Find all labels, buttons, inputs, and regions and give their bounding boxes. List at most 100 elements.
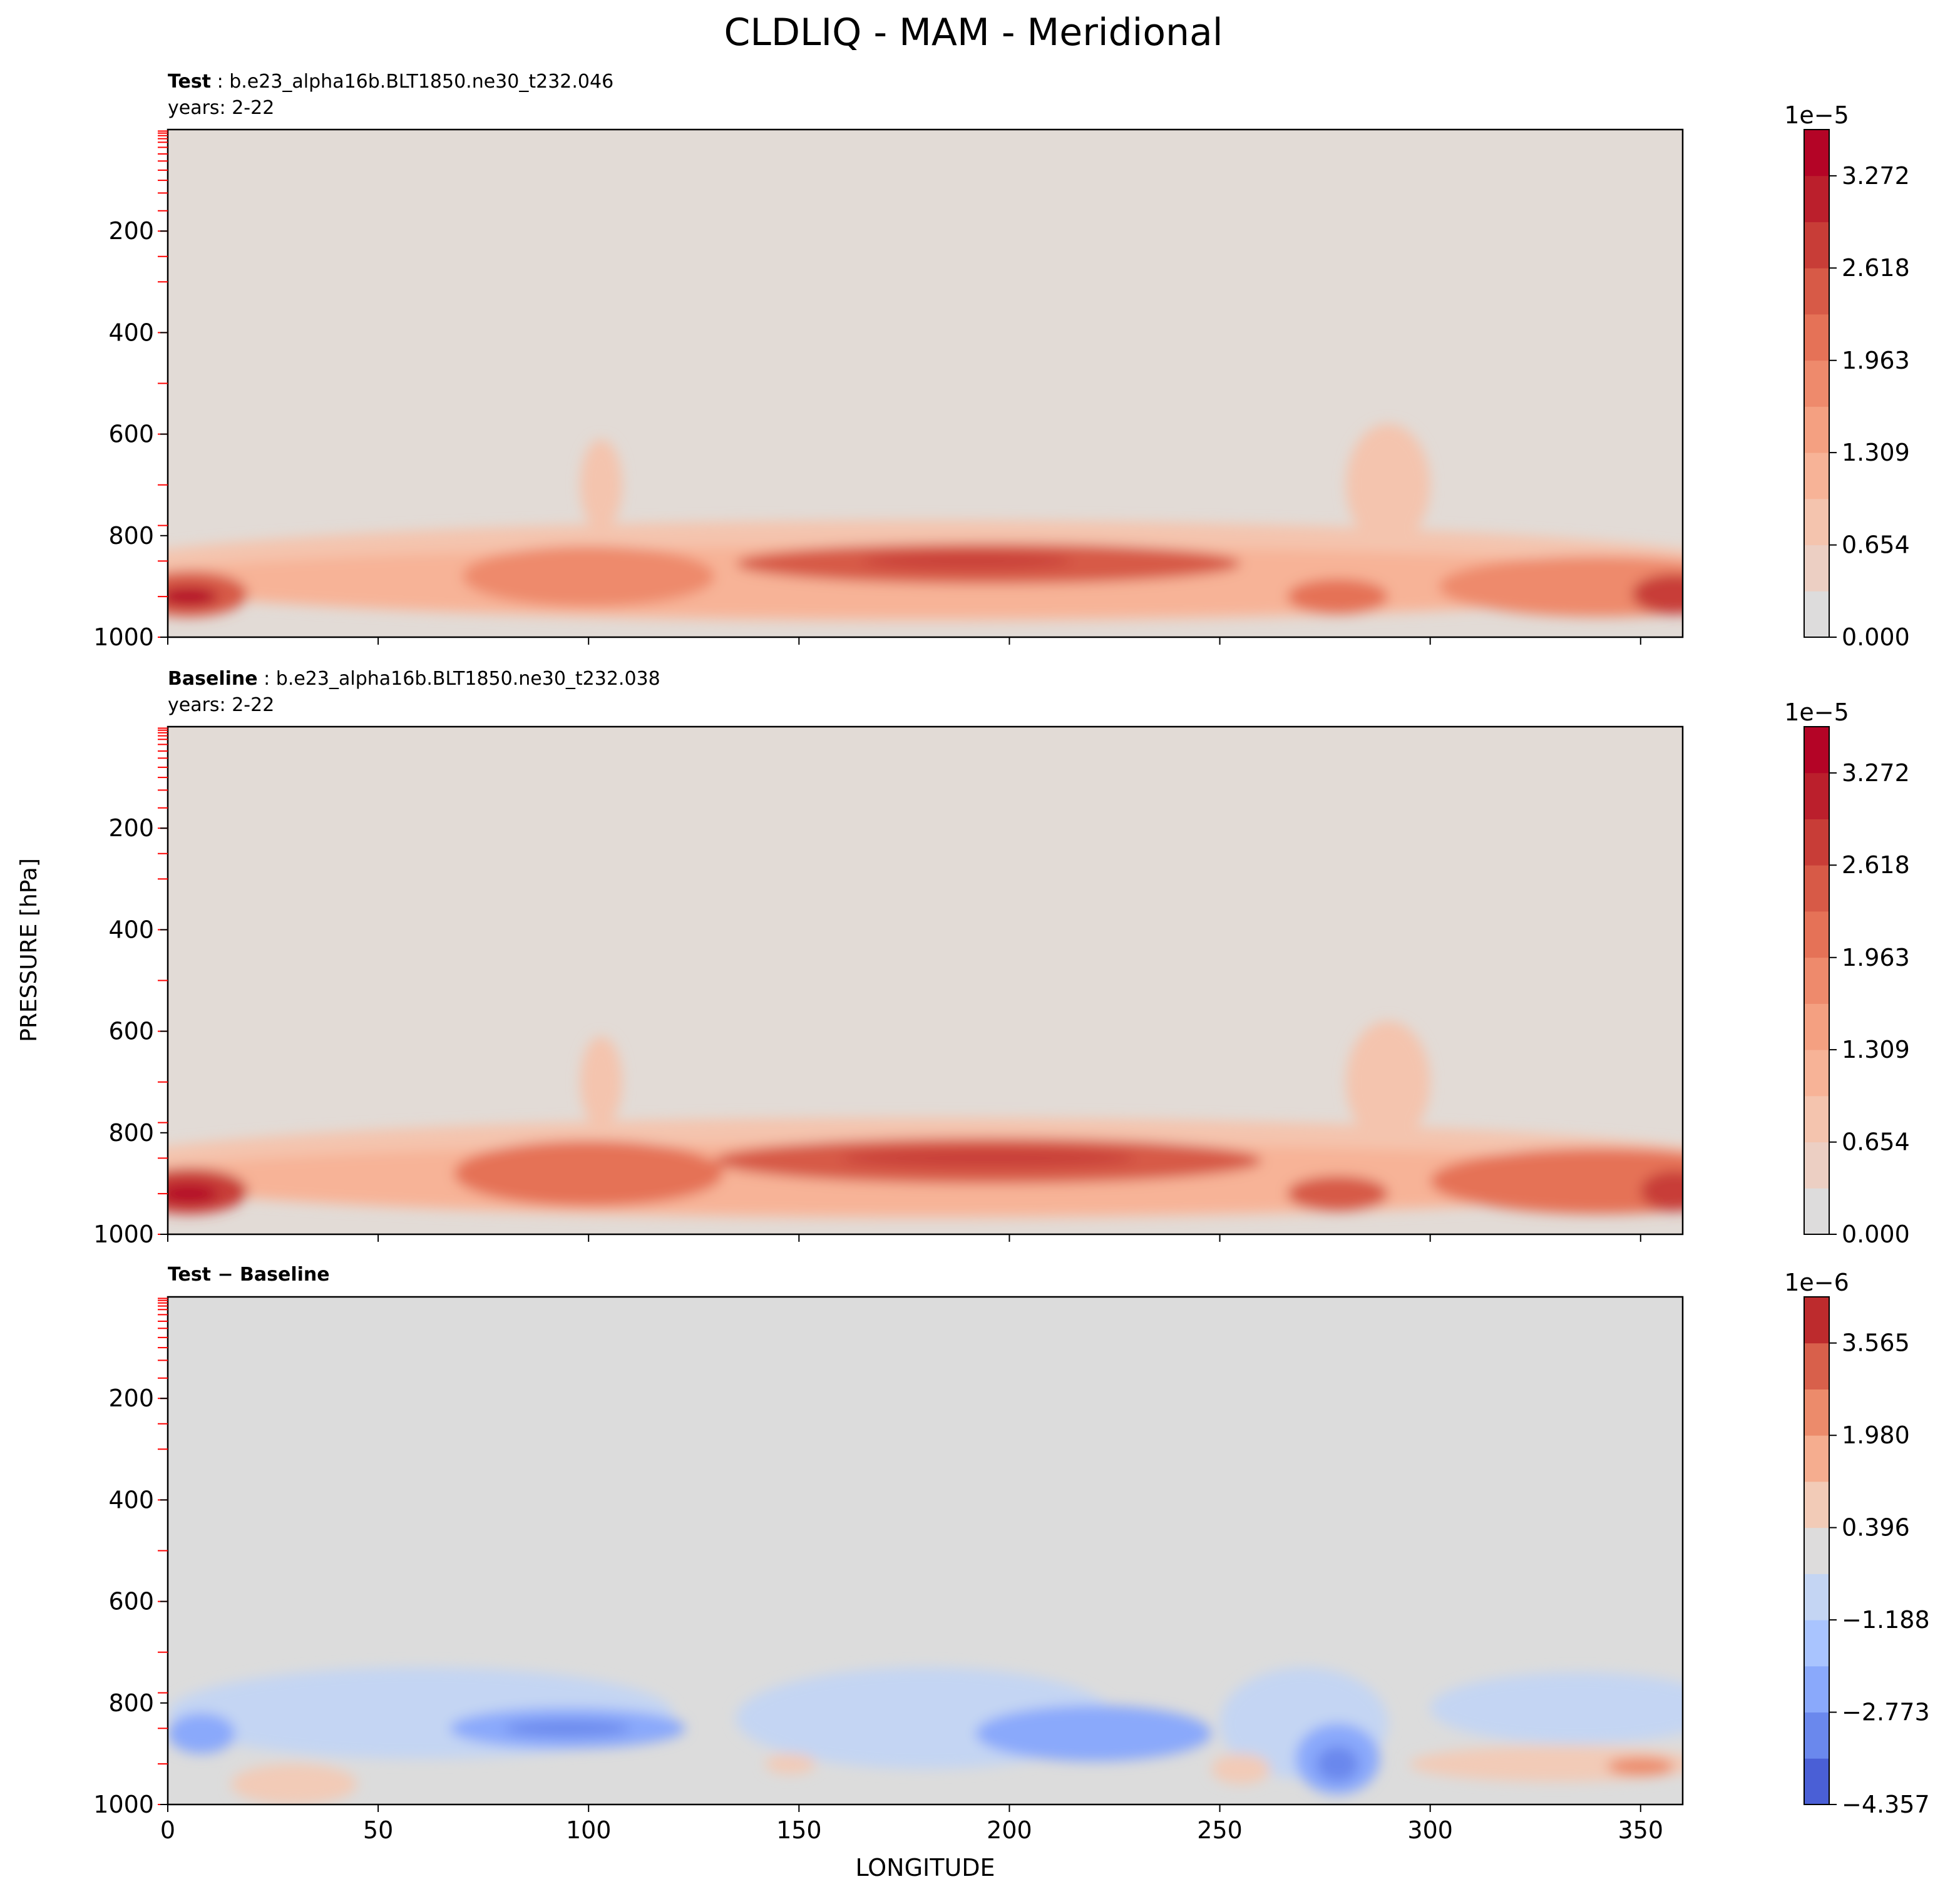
colorbar-tick-label: −4.357 [1842, 1791, 1930, 1818]
colorbar-frame [1804, 726, 1830, 1235]
x-tick-label: 0 [160, 1816, 175, 1844]
x-tick-label: 100 [566, 1816, 612, 1844]
contour-blob [841, 1149, 1136, 1167]
contour-blob [1640, 1170, 1683, 1212]
colorbar-segment [1804, 1481, 1829, 1528]
colorbar-tick-label: −1.188 [1842, 1606, 1930, 1634]
y-tick-label: 200 [108, 217, 154, 245]
colorbar-segment [1804, 1297, 1829, 1344]
colorbar-segment [1804, 1188, 1829, 1235]
contour-blob [454, 1140, 724, 1207]
colorbar-segment [1804, 1095, 1829, 1143]
colorbar-segment [1804, 1142, 1829, 1189]
colorbar-tick-label: 2.618 [1842, 254, 1910, 282]
panel-baseline: Baseline : b.e23_alpha16b.BLT1850.ne30_t… [93, 668, 1910, 1248]
contour-field [168, 130, 1683, 637]
contour-blob [1430, 1672, 1683, 1744]
y-tick-label: 400 [108, 1486, 154, 1513]
y-tick-label: 400 [108, 916, 154, 943]
contour-blob [1287, 578, 1388, 615]
colorbar-tick-label: 1.309 [1842, 1036, 1910, 1063]
contour-blob [765, 1753, 816, 1774]
y-tick-label: 600 [108, 1018, 154, 1045]
colorbar-tick-label: 3.272 [1842, 759, 1910, 787]
x-tick-label: 200 [987, 1816, 1032, 1844]
contour-blob [230, 1764, 357, 1804]
contour-blob [975, 1705, 1212, 1762]
colorbar-segment [1804, 911, 1829, 958]
colorbar-segment [1804, 591, 1829, 638]
panel-test: Test : b.e23_alpha16b.BLT1850.ne30_t232.… [93, 71, 1910, 651]
colorbar-segment [1804, 1574, 1829, 1620]
panel-title: Test : b.e23_alpha16b.BLT1850.ne30_t232.… [168, 71, 613, 93]
colorbar-tick-label: 1.980 [1842, 1421, 1910, 1449]
colorbar-multiplier: 1e−6 [1784, 1269, 1849, 1296]
colorbar-segment [1804, 1758, 1829, 1805]
contour-blob [1211, 1753, 1271, 1784]
x-tick-label: 350 [1618, 1816, 1664, 1844]
colorbar-segment [1804, 1666, 1829, 1713]
colorbar-segment [1804, 222, 1829, 269]
colorbar-segment [1804, 130, 1829, 177]
contour-blob [1346, 424, 1430, 546]
y-tick-label: 1000 [93, 623, 154, 651]
colorbar-tick-label: 0.396 [1842, 1514, 1910, 1542]
y-tick-label: 200 [108, 1385, 154, 1412]
colorbar-tick-label: 0.000 [1842, 1221, 1910, 1248]
colorbar-segment [1804, 453, 1829, 499]
colorbar-segment [1804, 406, 1829, 453]
colorbar-tick-label: 0.000 [1842, 623, 1910, 651]
colorbar-segment [1804, 1050, 1829, 1097]
colorbar-tick-label: 1.963 [1842, 347, 1910, 374]
colorbar-segment [1804, 175, 1829, 222]
colorbar-segment [1804, 1003, 1829, 1050]
colorbar-tick-label: 2.618 [1842, 851, 1910, 879]
panel-subtitle: years: 2-22 [168, 97, 274, 119]
colorbar-segment [1804, 772, 1829, 819]
y-tick-label: 800 [108, 1689, 154, 1717]
panel-title: Test − Baseline [168, 1264, 330, 1286]
colorbar-tick-label: 0.654 [1842, 531, 1910, 559]
contour-blob [1287, 1175, 1388, 1212]
colorbar-segment [1804, 1343, 1829, 1390]
contour-blob [1346, 1021, 1430, 1144]
y-tick-label: 1000 [93, 1791, 154, 1818]
colorbar-segment [1804, 819, 1829, 866]
y-tick-label: 600 [108, 1588, 154, 1615]
colorbar-segment [1804, 360, 1829, 407]
colorbar-segment [1804, 314, 1829, 361]
panel-subtitle: years: 2-22 [168, 694, 274, 716]
colorbar-tick-label: 3.565 [1842, 1329, 1910, 1357]
colorbar-segment [1804, 957, 1829, 1004]
y-tick-label: 200 [108, 814, 154, 842]
x-tick-label: 150 [776, 1816, 822, 1844]
y-tick-label: 800 [108, 1119, 154, 1147]
x-tick-label: 50 [363, 1816, 393, 1844]
contour-blob [1607, 1757, 1675, 1776]
contour-blob [168, 1184, 218, 1203]
colorbar-segment [1804, 1527, 1829, 1574]
colorbar-segment [1804, 865, 1829, 912]
colorbar-segment [1804, 727, 1829, 774]
contour-blob [1632, 573, 1683, 615]
contour-blob [580, 439, 623, 531]
contour-field [168, 727, 1683, 1234]
figure-title: CLDLIQ - MAM - Meridional [724, 11, 1223, 54]
colorbar-tick-label: 3.272 [1842, 162, 1910, 190]
contour-blob [168, 587, 218, 606]
colorbar-tick-label: 0.654 [1842, 1129, 1910, 1156]
contour-field [168, 1297, 1683, 1804]
colorbar-segment [1804, 1712, 1829, 1759]
contour-blob [168, 1713, 235, 1754]
panel-title: Baseline : b.e23_alpha16b.BLT1850.ne30_t… [168, 668, 660, 690]
x-axis-label: LONGITUDE [855, 1854, 995, 1881]
contour-blob [462, 546, 715, 607]
x-tick-label: 300 [1407, 1816, 1453, 1844]
y-tick-label: 1000 [93, 1221, 154, 1248]
colorbar-segment [1804, 1435, 1829, 1482]
contour-blob [580, 1036, 623, 1128]
y-axis-label: PRESSURE [hPa] [16, 858, 42, 1042]
y-tick-label: 800 [108, 522, 154, 550]
colorbar-tick-label: 1.963 [1842, 944, 1910, 971]
